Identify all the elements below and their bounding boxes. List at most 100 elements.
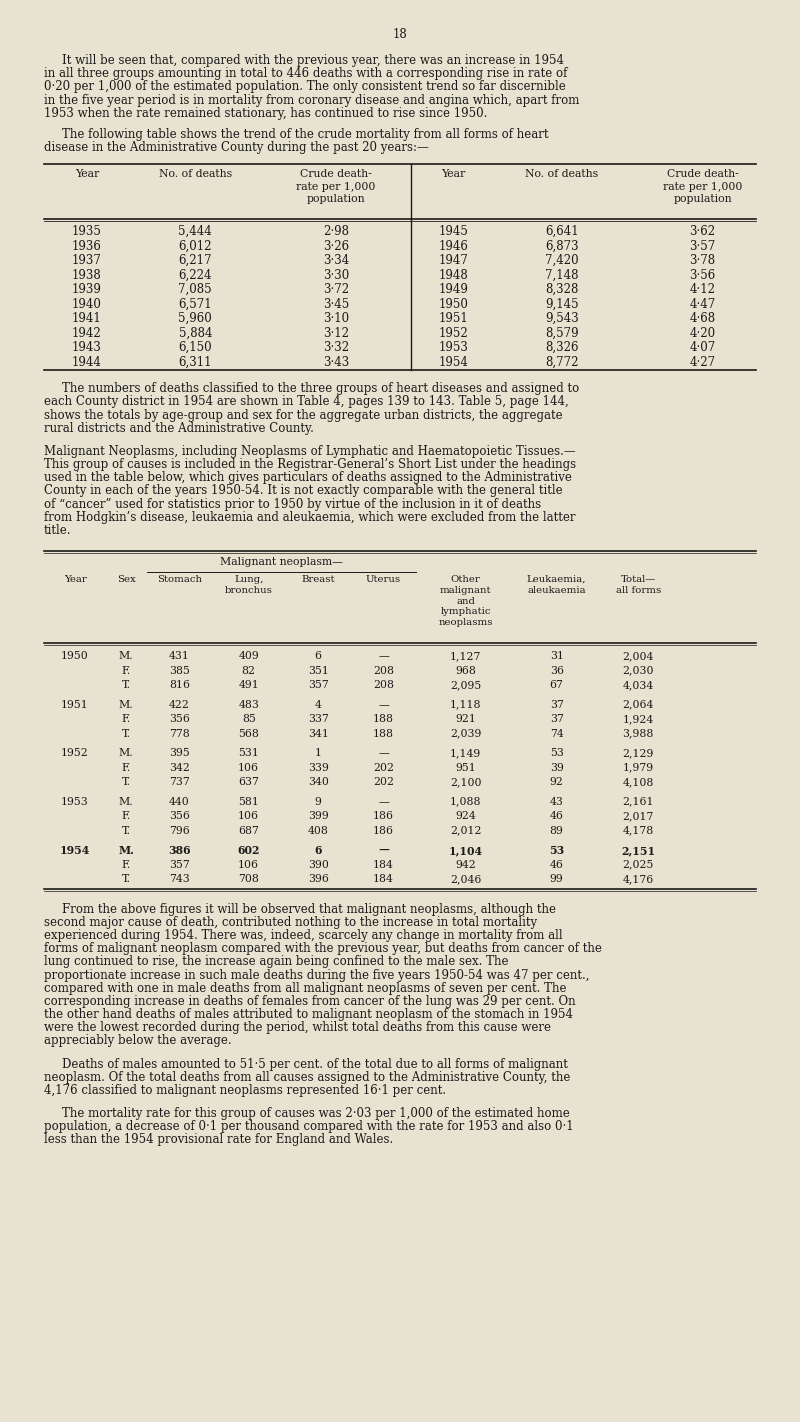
Text: 637: 637 <box>238 778 259 788</box>
Text: 2,129: 2,129 <box>622 748 654 758</box>
Text: 2,161: 2,161 <box>622 796 654 806</box>
Text: 3·57: 3·57 <box>690 240 716 253</box>
Text: 1953: 1953 <box>61 796 89 806</box>
Text: 357: 357 <box>308 680 329 690</box>
Text: 1954: 1954 <box>60 845 90 856</box>
Text: F.: F. <box>122 665 131 675</box>
Text: —: — <box>378 748 389 758</box>
Text: 6,012: 6,012 <box>178 240 212 253</box>
Text: 9,145: 9,145 <box>545 297 578 311</box>
Text: 1948: 1948 <box>438 269 468 282</box>
Text: 0·20 per 1,000 of the estimated population. The only consistent trend so far dis: 0·20 per 1,000 of the estimated populati… <box>44 81 566 94</box>
Text: 1949: 1949 <box>438 283 468 296</box>
Text: 4·20: 4·20 <box>690 327 716 340</box>
Text: 1952: 1952 <box>438 327 468 340</box>
Text: 18: 18 <box>393 28 407 41</box>
Text: 9: 9 <box>314 796 322 806</box>
Text: were the lowest recorded during the period, whilst total deaths from this cause : were the lowest recorded during the peri… <box>44 1021 551 1034</box>
Text: 106: 106 <box>238 860 259 870</box>
Text: T.: T. <box>122 728 130 738</box>
Text: 440: 440 <box>169 796 190 806</box>
Text: 3·78: 3·78 <box>690 255 716 267</box>
Text: 356: 356 <box>169 714 190 724</box>
Text: 188: 188 <box>373 728 394 738</box>
Text: 43: 43 <box>550 796 563 806</box>
Text: Other
malignant
and
lymphatic
neoplasms: Other malignant and lymphatic neoplasms <box>438 574 493 627</box>
Text: 8,579: 8,579 <box>545 327 578 340</box>
Text: 1939: 1939 <box>72 283 102 296</box>
Text: 106: 106 <box>238 811 259 820</box>
Text: 491: 491 <box>238 680 259 690</box>
Text: —: — <box>378 845 389 856</box>
Text: from Hodgkin’s disease, leukaemia and aleukaemia, which were excluded from the l: from Hodgkin’s disease, leukaemia and al… <box>44 510 575 523</box>
Text: T.: T. <box>122 875 130 884</box>
Text: 3,988: 3,988 <box>622 728 654 738</box>
Text: 2·98: 2·98 <box>323 225 349 239</box>
Text: 390: 390 <box>308 860 329 870</box>
Text: 4,108: 4,108 <box>622 778 654 788</box>
Text: used in the table below, which gives particulars of deaths assigned to the Admin: used in the table below, which gives par… <box>44 471 572 485</box>
Text: —: — <box>378 651 389 661</box>
Text: 743: 743 <box>169 875 190 884</box>
Text: 1951: 1951 <box>61 700 89 710</box>
Text: 942: 942 <box>455 860 476 870</box>
Text: 2,030: 2,030 <box>622 665 654 675</box>
Text: 396: 396 <box>308 875 329 884</box>
Text: The following table shows the trend of the crude mortality from all forms of hea: The following table shows the trend of t… <box>62 128 548 141</box>
Text: 602: 602 <box>238 845 260 856</box>
Text: 1937: 1937 <box>72 255 102 267</box>
Text: Malignant Neoplasms, including Neoplasms of Lymphatic and Haematopoietic Tissues: Malignant Neoplasms, including Neoplasms… <box>44 445 576 458</box>
Text: 1936: 1936 <box>72 240 102 253</box>
Text: Year: Year <box>74 169 99 179</box>
Text: 1,104: 1,104 <box>449 845 482 856</box>
Text: 4,178: 4,178 <box>622 826 654 836</box>
Text: 3·45: 3·45 <box>322 297 349 311</box>
Text: Year: Year <box>63 574 86 584</box>
Text: lung continued to rise, the increase again being confined to the male sex. The: lung continued to rise, the increase aga… <box>44 956 509 968</box>
Text: 2,012: 2,012 <box>450 826 482 836</box>
Text: 1947: 1947 <box>438 255 468 267</box>
Text: 342: 342 <box>169 762 190 772</box>
Text: 202: 202 <box>373 778 394 788</box>
Text: 6,224: 6,224 <box>178 269 212 282</box>
Text: 4,034: 4,034 <box>622 680 654 690</box>
Text: each County district in 1954 are shown in Table 4, pages 139 to 143. Table 5, pa: each County district in 1954 are shown i… <box>44 395 569 408</box>
Text: 53: 53 <box>549 845 564 856</box>
Text: 1942: 1942 <box>72 327 102 340</box>
Text: 337: 337 <box>308 714 329 724</box>
Text: 687: 687 <box>238 826 259 836</box>
Text: 356: 356 <box>169 811 190 820</box>
Text: 737: 737 <box>169 778 190 788</box>
Text: 2,025: 2,025 <box>622 860 654 870</box>
Text: 53: 53 <box>550 748 563 758</box>
Text: T.: T. <box>122 778 130 788</box>
Text: 202: 202 <box>373 762 394 772</box>
Text: It will be seen that, compared with the previous year, there was an increase in : It will be seen that, compared with the … <box>62 54 564 67</box>
Text: 37: 37 <box>550 700 563 710</box>
Text: 67: 67 <box>550 680 563 690</box>
Text: 85: 85 <box>242 714 256 724</box>
Text: The numbers of deaths classified to the three groups of heart diseases and assig: The numbers of deaths classified to the … <box>62 383 579 395</box>
Text: 2,151: 2,151 <box>621 845 655 856</box>
Text: Uterus: Uterus <box>366 574 401 584</box>
Text: 3·32: 3·32 <box>323 341 349 354</box>
Text: the other hand deaths of males attributed to malignant neoplasm of the stomach i: the other hand deaths of males attribute… <box>44 1008 573 1021</box>
Text: The mortality rate for this group of causes was 2·03 per 1,000 of the estimated : The mortality rate for this group of cau… <box>62 1108 570 1121</box>
Text: in all three groups amounting in total to 446 deaths with a corresponding rise i: in all three groups amounting in total t… <box>44 67 567 80</box>
Text: 921: 921 <box>455 714 476 724</box>
Text: 1,127: 1,127 <box>450 651 481 661</box>
Text: 796: 796 <box>169 826 190 836</box>
Text: 5,444: 5,444 <box>178 225 212 239</box>
Text: F.: F. <box>122 811 131 820</box>
Text: 4·47: 4·47 <box>690 297 716 311</box>
Text: in the five year period is in mortality from coronary disease and angina which, : in the five year period is in mortality … <box>44 94 579 107</box>
Text: 5,960: 5,960 <box>178 313 212 326</box>
Text: Leukaemia,
aleukaemia: Leukaemia, aleukaemia <box>527 574 586 594</box>
Text: 357: 357 <box>169 860 190 870</box>
Text: Total—
all forms: Total— all forms <box>615 574 661 594</box>
Text: rural districts and the Administrative County.: rural districts and the Administrative C… <box>44 422 314 435</box>
Text: 186: 186 <box>373 811 394 820</box>
Text: 99: 99 <box>550 875 563 884</box>
Text: disease in the Administrative County during the past 20 years:—: disease in the Administrative County dur… <box>44 141 429 154</box>
Text: 3·26: 3·26 <box>323 240 349 253</box>
